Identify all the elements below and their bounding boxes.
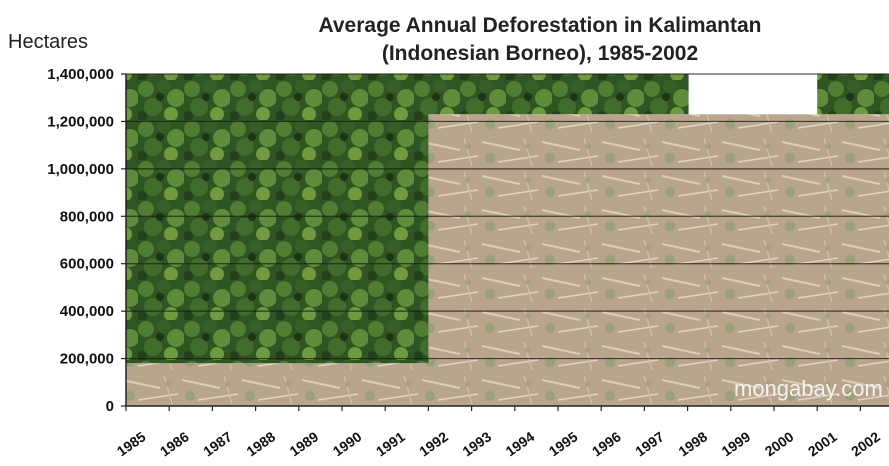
bar-2001	[817, 114, 862, 407]
x-tick-label-1986: 1986	[157, 428, 192, 459]
x-ticks-group: 1985 1986 1987 1988 1989 1990 1991 1992 1993 1994…	[114, 406, 883, 459]
bar-1993	[471, 114, 516, 407]
bar-2000	[774, 114, 819, 407]
forest-band-2001	[817, 74, 862, 115]
forest-band-1997	[644, 74, 689, 115]
forest-band-1985	[126, 74, 171, 364]
x-tick-label-1987: 1987	[200, 428, 235, 459]
y-tick-label: 400,000	[60, 303, 114, 320]
chart-title-line1: Average Annual Deforestation in Kalimant…	[318, 14, 761, 37]
y-tick-label: 600,000	[60, 256, 114, 273]
y-tick-label: 1,000,000	[47, 161, 114, 178]
bar-1992	[428, 114, 473, 407]
bar-1989	[298, 363, 343, 406]
forest-band-1996	[601, 74, 646, 115]
bar-1987	[212, 363, 257, 406]
bar-1995	[558, 114, 603, 407]
forest-band-1987	[212, 74, 257, 364]
bars-group	[126, 74, 889, 407]
x-tick-label-1992: 1992	[416, 428, 451, 459]
y-tick-label: 1,200,000	[47, 113, 114, 130]
bar-1996	[601, 114, 646, 407]
forest-band-1995	[558, 74, 603, 115]
x-tick-label-1990: 1990	[330, 428, 365, 459]
x-tick-label-1989: 1989	[287, 428, 322, 459]
x-tick-label-1985: 1985	[114, 428, 149, 459]
y-tick-label: 200,000	[60, 351, 114, 368]
forest-band-1988	[255, 74, 300, 364]
x-tick-label-2002: 2002	[848, 428, 883, 459]
bar-1991	[385, 363, 430, 406]
bar-1994	[514, 114, 559, 407]
bar-1985	[126, 363, 171, 406]
x-tick-label-1995: 1995	[546, 428, 581, 459]
x-tick-label-1999: 1999	[719, 428, 754, 459]
y-tick-label: 800,000	[60, 208, 114, 225]
x-tick-label-1993: 1993	[459, 428, 494, 459]
y-ticks-group: 0 200,000 400,000 600,000 800,000 1,000,000 1,…	[47, 66, 126, 415]
forest-band-1986	[169, 74, 214, 364]
y-tick-label: 0	[106, 398, 114, 415]
x-tick-label-1991: 1991	[373, 428, 408, 459]
x-tick-label-1988: 1988	[243, 428, 278, 459]
x-tick-label-2001: 2001	[805, 428, 840, 459]
gridlines-group	[126, 73, 889, 360]
chart-title-line2: (Indonesian Borneo), 1985-2002	[382, 42, 698, 65]
x-tick-label-1994: 1994	[503, 428, 538, 459]
y-axis-label: Hectares	[8, 31, 88, 53]
bar-1997	[644, 114, 689, 407]
x-tick-label-2000: 2000	[762, 428, 797, 459]
forest-band-1991	[385, 74, 430, 364]
bar-1999	[730, 114, 775, 407]
bar-1986	[169, 363, 214, 406]
x-tick-label-1997: 1997	[632, 428, 667, 459]
bar-1990	[342, 363, 387, 406]
forest-band-1990	[342, 74, 387, 364]
watermark: mongabay.com	[734, 376, 883, 401]
forest-band-1989	[298, 74, 343, 364]
forest-band-2002	[860, 74, 889, 115]
forest-band-1993	[471, 74, 516, 115]
x-tick-label-1998: 1998	[675, 428, 710, 459]
bar-1988	[255, 363, 300, 406]
bar-1998	[687, 114, 732, 407]
y-tick-label: 1,400,000	[47, 66, 114, 83]
bar-2002	[860, 114, 889, 407]
x-tick-label-1996: 1996	[589, 428, 624, 459]
forest-band-1994	[514, 74, 559, 115]
forest-band-1992	[428, 74, 473, 115]
